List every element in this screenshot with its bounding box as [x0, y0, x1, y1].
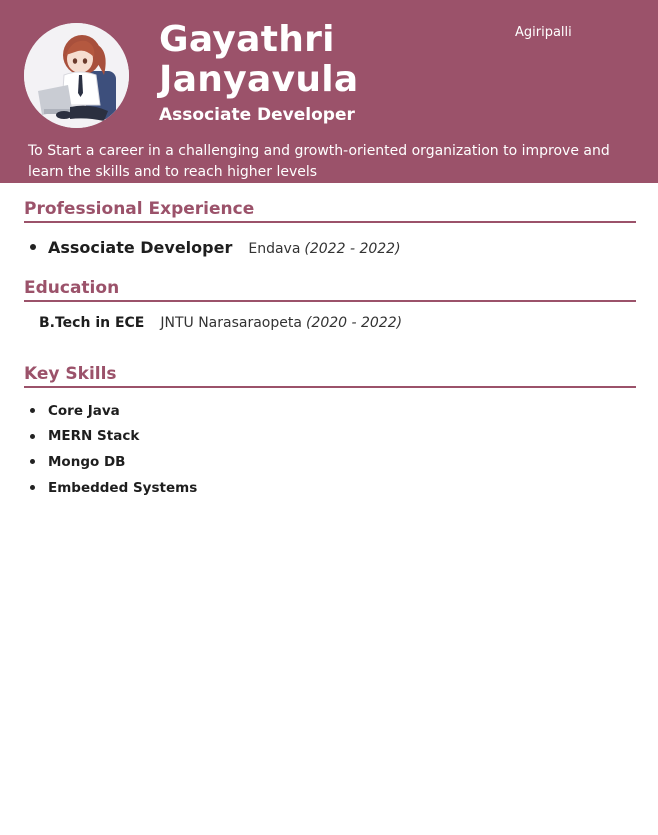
- bullet-icon: [30, 459, 35, 465]
- bullet-icon: [30, 433, 35, 439]
- bullet-icon: [30, 485, 35, 491]
- section-heading-education: Education: [24, 276, 636, 302]
- resume-header: Gayathri Janyavula Associate Developer A…: [0, 0, 658, 183]
- avatar-illustration-icon: [24, 23, 129, 128]
- experience-role: Associate Developer: [48, 238, 233, 257]
- experience-company: Endava: [248, 241, 301, 257]
- skill-item: Mongo DB: [30, 449, 197, 475]
- skill-label: Mongo DB: [48, 453, 126, 470]
- education-item: B.Tech in ECE JNTU Narasaraopeta (2020 -…: [39, 315, 402, 331]
- bullet-icon: [30, 408, 35, 414]
- education-dates: (2020 - 2022): [305, 315, 403, 331]
- experience-dates: (2022 - 2022): [304, 241, 401, 257]
- skill-item: Embedded Systems: [30, 475, 197, 501]
- experience-item: Associate Developer Endava (2022 - 2022): [30, 238, 401, 257]
- location: Agiripalli: [515, 25, 572, 40]
- section-heading-skills: Key Skills: [24, 362, 636, 388]
- bullet-icon: [30, 244, 36, 250]
- skill-label: Embedded Systems: [48, 479, 198, 496]
- skill-label: MERN Stack: [48, 428, 140, 445]
- education-degree: B.Tech in ECE: [39, 315, 145, 331]
- profile-avatar: [24, 23, 129, 128]
- section-heading-experience: Professional Experience: [24, 197, 636, 223]
- skills-list: Core Java MERN Stack Mongo DB Embedded S…: [30, 398, 197, 500]
- candidate-name: Gayathri Janyavula: [159, 19, 359, 100]
- job-title: Associate Developer: [159, 105, 355, 125]
- skill-item: Core Java: [30, 398, 197, 424]
- skill-label: Core Java: [48, 402, 120, 419]
- education-school: JNTU Narasaraopeta: [160, 315, 302, 331]
- career-objective: To Start a career in a challenging and g…: [28, 143, 610, 180]
- skill-item: MERN Stack: [30, 424, 197, 450]
